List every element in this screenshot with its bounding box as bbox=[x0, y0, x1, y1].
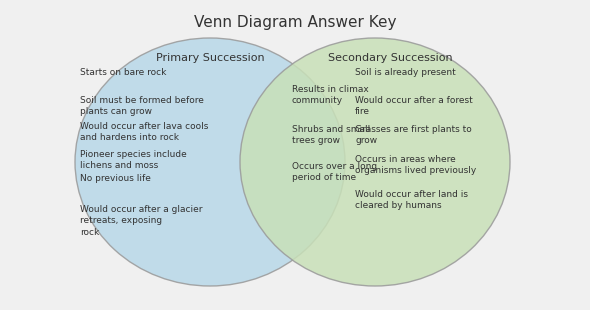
Text: Would occur after a forest
fire: Would occur after a forest fire bbox=[355, 96, 473, 117]
Text: Primary Succession: Primary Succession bbox=[156, 53, 264, 63]
Text: Pioneer species include
lichens and moss: Pioneer species include lichens and moss bbox=[80, 150, 187, 170]
Text: Soil must be formed before
plants can grow: Soil must be formed before plants can gr… bbox=[80, 96, 204, 117]
Text: Occurs in areas where
organisms lived previously: Occurs in areas where organisms lived pr… bbox=[355, 155, 476, 175]
Text: Would occur after land is
cleared by humans: Would occur after land is cleared by hum… bbox=[355, 190, 468, 210]
Text: Occurs over a long
period of time: Occurs over a long period of time bbox=[292, 162, 377, 183]
Text: Shrubs and small
trees grow: Shrubs and small trees grow bbox=[292, 125, 371, 145]
Ellipse shape bbox=[240, 38, 510, 286]
Text: Grasses are first plants to
grow: Grasses are first plants to grow bbox=[355, 125, 472, 145]
Text: Venn Diagram Answer Key: Venn Diagram Answer Key bbox=[194, 15, 396, 30]
Ellipse shape bbox=[75, 38, 345, 286]
Text: Would occur after lava cools
and hardens into rock: Would occur after lava cools and hardens… bbox=[80, 122, 208, 143]
Text: Soil is already present: Soil is already present bbox=[355, 68, 455, 77]
Text: Results in climax
community: Results in climax community bbox=[292, 85, 369, 105]
Text: Would occur after a glacier
retreats, exposing
rock: Would occur after a glacier retreats, ex… bbox=[80, 205, 202, 237]
Text: No previous life: No previous life bbox=[80, 174, 151, 183]
Text: Starts on bare rock: Starts on bare rock bbox=[80, 68, 166, 77]
Text: Secondary Succession: Secondary Succession bbox=[327, 53, 453, 63]
